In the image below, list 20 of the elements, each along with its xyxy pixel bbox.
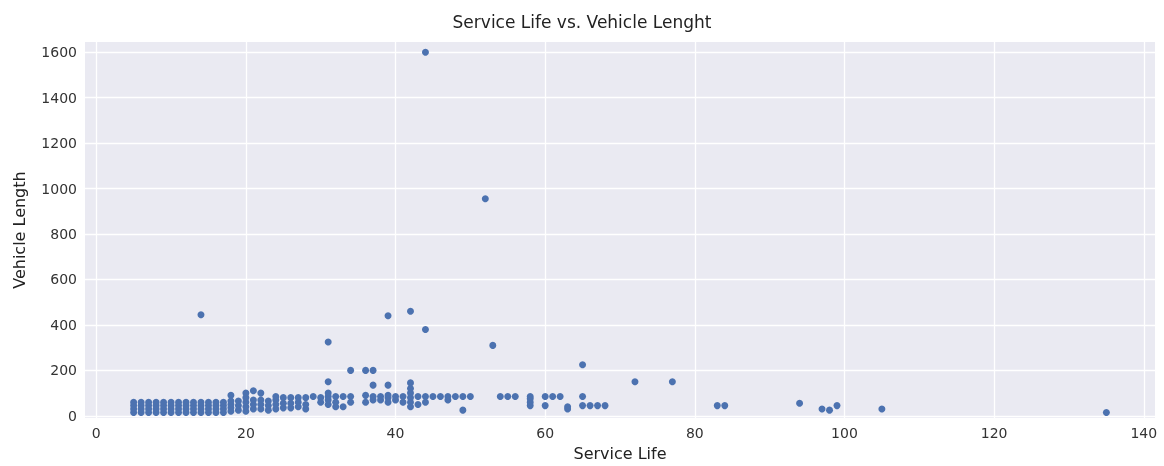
x-tick-label: 100 bbox=[831, 425, 858, 442]
y-tick-label: 1600 bbox=[41, 44, 77, 61]
x-tick-label: 140 bbox=[1130, 425, 1158, 442]
y-tick-label: 0 bbox=[68, 407, 77, 424]
x-tick-label: 0 bbox=[91, 425, 101, 442]
x-tick-label: 120 bbox=[980, 425, 1008, 442]
chart-title: Service Life vs. Vehicle Lenght bbox=[452, 11, 712, 32]
x-tick-label: 40 bbox=[386, 425, 405, 442]
y-tick-label: 1200 bbox=[41, 135, 77, 152]
x-tick-label: 80 bbox=[685, 425, 704, 442]
y-tick-label: 400 bbox=[50, 316, 77, 333]
x-axis-title: Service Life bbox=[573, 443, 667, 463]
y-tick-label: 800 bbox=[50, 226, 77, 243]
y-tick-label: 600 bbox=[50, 271, 77, 288]
x-tick-label: 60 bbox=[536, 425, 555, 442]
y-axis-title: Vehicle Length bbox=[9, 171, 29, 289]
y-tick-label: 1000 bbox=[41, 180, 77, 197]
x-tick-label: 20 bbox=[236, 425, 255, 442]
y-tick-label: 200 bbox=[50, 362, 77, 379]
y-tick-label: 1400 bbox=[41, 89, 77, 106]
